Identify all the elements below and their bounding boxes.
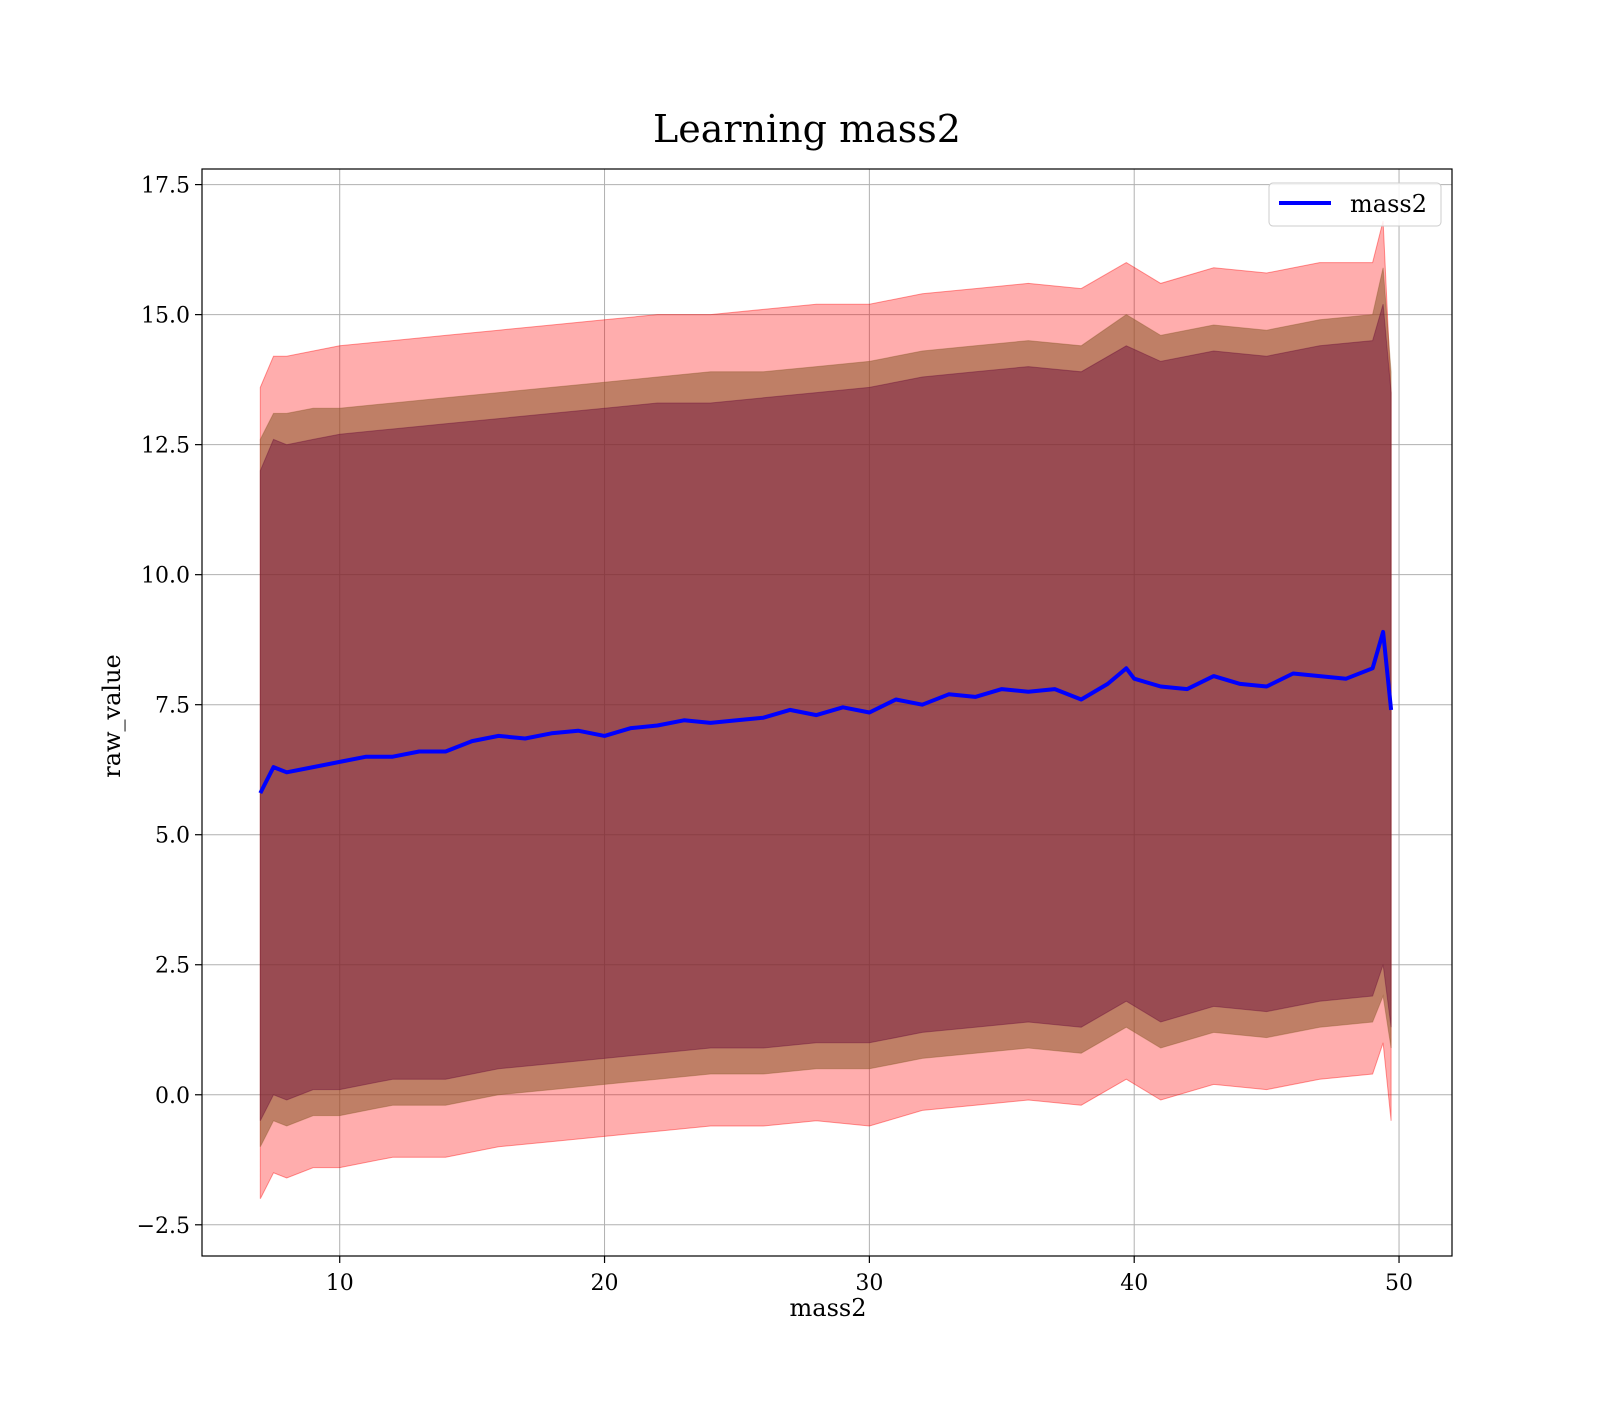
legend-box: [1268, 182, 1442, 227]
legend: mass2: [1268, 182, 1442, 227]
y-ticks: −2.5 0.0 2.5 5.0 7.5 10.0 12.5 15.0 17.5: [137, 174, 202, 1239]
plot-frame: [201, 168, 1453, 1257]
y-tick-label: −2.5: [137, 1214, 190, 1239]
bands: [259, 220, 1392, 1200]
x-axis-label: mass2: [790, 1294, 867, 1322]
y-axis-label: raw_value: [98, 654, 126, 778]
y-tick-label: 7.5: [155, 694, 190, 719]
y-tick-label: 2.5: [155, 954, 190, 979]
x-tick-label: 30: [855, 1271, 883, 1296]
y-tick-label: 12.5: [141, 434, 190, 459]
series-line-mass2: [258, 629, 1394, 795]
chart-title: Learning mass2: [653, 107, 961, 151]
x-tick-label: 50: [1385, 1271, 1413, 1296]
y-tick-label: 15.0: [141, 304, 190, 329]
legend-label-mass2: mass2: [1350, 190, 1427, 218]
y-tick-label: 10.0: [141, 564, 190, 589]
y-tick-label: 17.5: [141, 174, 190, 199]
y-tick-label: 5.0: [155, 824, 190, 849]
x-tick-label: 40: [1120, 1271, 1148, 1296]
x-ticks: 10 20 30 40 50: [326, 1256, 1413, 1296]
x-tick-label: 20: [591, 1271, 619, 1296]
band-middle: [259, 267, 1392, 1148]
x-tick-label: 10: [326, 1271, 354, 1296]
y-tick-label: 0.0: [155, 1084, 190, 1109]
series-lines: [258, 629, 1394, 795]
